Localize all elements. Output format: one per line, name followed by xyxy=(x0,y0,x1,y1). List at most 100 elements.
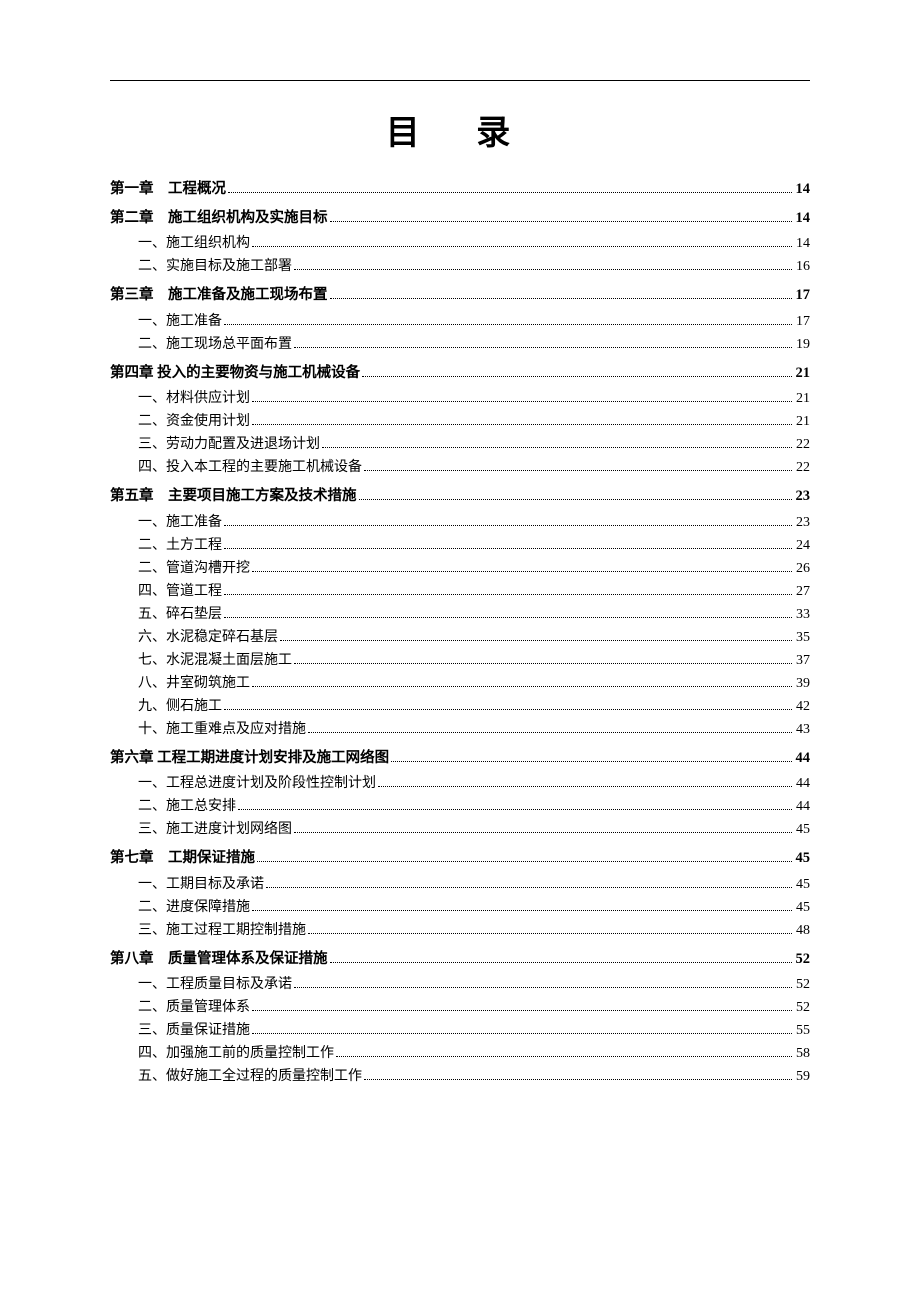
toc-leader-dots xyxy=(330,962,792,963)
toc-leader-dots xyxy=(224,617,792,618)
toc-entry-label: 第二章 施工组织机构及实施目标 xyxy=(110,211,328,226)
toc-entry-label: 三、施工进度计划网络图 xyxy=(138,823,292,837)
toc-section-row: 二、土方工程24 xyxy=(110,539,810,553)
toc-entry-page: 17 xyxy=(796,315,810,329)
toc-entry-page: 42 xyxy=(796,700,810,714)
toc-entry-label: 第六章 工程工期进度计划安排及施工网络图 xyxy=(110,751,389,766)
toc-leader-dots xyxy=(378,786,792,787)
toc-leader-dots xyxy=(252,1010,792,1011)
toc-section-row: 四、加强施工前的质量控制工作 58 xyxy=(110,1047,810,1061)
toc-section-row: 三、施工过程工期控制措施 48 xyxy=(110,924,810,938)
toc-entry-page: 17 xyxy=(796,288,811,303)
toc-entry-label: 六、水泥稳定碎石基层 xyxy=(138,631,278,645)
header-rule xyxy=(110,80,810,81)
toc-chapter-row: 第二章 施工组织机构及实施目标 14 xyxy=(110,211,810,226)
toc-entry-page: 44 xyxy=(796,800,810,814)
toc-section-row: 四、投入本工程的主要施工机械设备 22 xyxy=(110,461,810,475)
toc-entry-label: 二、质量管理体系 xyxy=(138,1001,250,1015)
toc-section-row: 十、施工重难点及应对措施43 xyxy=(110,723,810,737)
toc-entry-label: 二、进度保障措施 xyxy=(138,901,250,915)
toc-entry-label: 四、加强施工前的质量控制工作 xyxy=(138,1047,334,1061)
toc-entry-label: 第四章 投入的主要物资与施工机械设备 xyxy=(110,366,360,381)
toc-chapter-row: 第四章 投入的主要物资与施工机械设备 21 xyxy=(110,366,810,381)
toc-entry-label: 一、施工准备 xyxy=(138,516,222,530)
toc-leader-dots xyxy=(364,1079,792,1080)
toc-section-row: 一、工程总进度计划及阶段性控制计划 44 xyxy=(110,777,810,791)
toc-entry-label: 一、工期目标及承诺 xyxy=(138,878,264,892)
toc-leader-dots xyxy=(308,933,792,934)
toc-entry-page: 19 xyxy=(796,338,810,352)
toc-entry-page: 44 xyxy=(796,777,810,791)
page-title: 目 录 xyxy=(110,105,810,154)
toc-entry-label: 二、管道沟槽开挖 xyxy=(138,562,250,576)
toc-leader-dots xyxy=(224,709,792,710)
toc-leader-dots xyxy=(252,246,792,247)
toc-leader-dots xyxy=(252,571,792,572)
toc-entry-label: 一、施工准备 xyxy=(138,315,222,329)
toc-leader-dots xyxy=(238,809,792,810)
toc-entry-page: 58 xyxy=(796,1047,810,1061)
toc-entry-page: 21 xyxy=(796,366,811,381)
toc-leader-dots xyxy=(362,376,791,377)
toc-leader-dots xyxy=(330,298,792,299)
toc-section-row: 五、做好施工全过程的质量控制工作59 xyxy=(110,1070,810,1084)
toc-leader-dots xyxy=(364,470,792,471)
toc-entry-label: 二、施工总安排 xyxy=(138,800,236,814)
toc-entry-page: 14 xyxy=(796,182,811,197)
toc-entry-page: 27 xyxy=(796,585,810,599)
toc-section-row: 六、水泥稳定碎石基层 35 xyxy=(110,631,810,645)
toc-entry-page: 35 xyxy=(796,631,810,645)
toc-section-row: 八、井室砌筑施工39 xyxy=(110,677,810,691)
toc-entry-label: 三、施工过程工期控制措施 xyxy=(138,924,306,938)
toc-section-row: 二、资金使用计划21 xyxy=(110,415,810,429)
toc-entry-page: 37 xyxy=(796,654,810,668)
toc-chapter-row: 第一章 工程概况14 xyxy=(110,182,810,197)
toc-leader-dots xyxy=(252,1033,792,1034)
toc-entry-page: 52 xyxy=(796,1001,810,1015)
toc-section-row: 二、施工总安排 44 xyxy=(110,800,810,814)
toc-entry-page: 14 xyxy=(796,211,811,226)
toc-section-row: 一、材料供应计划 21 xyxy=(110,392,810,406)
toc-chapter-row: 第六章 工程工期进度计划安排及施工网络图 44 xyxy=(110,751,810,766)
toc-leader-dots xyxy=(294,269,792,270)
toc-section-row: 一、施工准备23 xyxy=(110,516,810,530)
toc-leader-dots xyxy=(257,861,792,862)
toc-leader-dots xyxy=(228,192,792,193)
toc-entry-page: 45 xyxy=(796,851,811,866)
toc-entry-label: 十、施工重难点及应对措施 xyxy=(138,723,306,737)
toc-entry-page: 22 xyxy=(796,461,810,475)
toc-section-row: 二、管道沟槽开挖26 xyxy=(110,562,810,576)
toc-section-row: 三、劳动力配置及进退场计划22 xyxy=(110,438,810,452)
toc-leader-dots xyxy=(224,594,792,595)
table-of-contents: 第一章 工程概况14第二章 施工组织机构及实施目标14一、施工组织机构14二、实… xyxy=(110,182,810,1084)
toc-leader-dots xyxy=(224,324,792,325)
toc-entry-label: 七、水泥混凝土面层施工 xyxy=(138,654,292,668)
toc-entry-label: 五、做好施工全过程的质量控制工作 xyxy=(138,1070,362,1084)
toc-section-row: 四、管道工程27 xyxy=(110,585,810,599)
toc-section-row: 一、工程质量目标及承诺52 xyxy=(110,978,810,992)
toc-leader-dots xyxy=(359,499,792,500)
toc-entry-page: 52 xyxy=(796,952,811,967)
toc-entry-label: 一、材料供应计划 xyxy=(138,392,250,406)
toc-leader-dots xyxy=(294,832,792,833)
toc-entry-page: 33 xyxy=(796,608,810,622)
toc-entry-label: 四、投入本工程的主要施工机械设备 xyxy=(138,461,362,475)
toc-section-row: 二、质量管理体系 52 xyxy=(110,1001,810,1015)
toc-entry-label: 一、施工组织机构 xyxy=(138,237,250,251)
toc-leader-dots xyxy=(252,686,792,687)
toc-entry-page: 44 xyxy=(796,751,811,766)
toc-entry-page: 48 xyxy=(796,924,810,938)
toc-entry-label: 一、工程总进度计划及阶段性控制计划 xyxy=(138,777,376,791)
toc-leader-dots xyxy=(224,525,792,526)
toc-section-row: 一、工期目标及承诺45 xyxy=(110,878,810,892)
toc-entry-page: 52 xyxy=(796,978,810,992)
toc-entry-page: 16 xyxy=(796,260,810,274)
toc-section-row: 二、进度保障措施45 xyxy=(110,901,810,915)
toc-entry-label: 二、施工现场总平面布置 xyxy=(138,338,292,352)
toc-entry-label: 三、质量保证措施 xyxy=(138,1024,250,1038)
toc-entry-label: 五、碎石垫层 xyxy=(138,608,222,622)
toc-entry-label: 第三章 施工准备及施工现场布置 xyxy=(110,288,328,303)
toc-entry-page: 21 xyxy=(796,392,810,406)
toc-entry-page: 24 xyxy=(796,539,810,553)
toc-section-row: 七、水泥混凝土面层施工 37 xyxy=(110,654,810,668)
